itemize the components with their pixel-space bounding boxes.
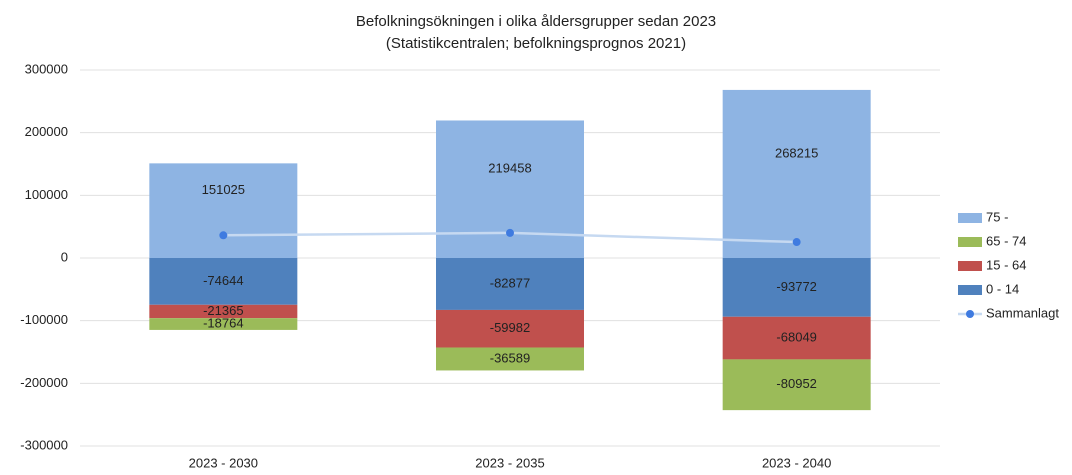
value-label: -36589 <box>490 350 530 365</box>
bar <box>436 347 584 371</box>
y-tick-label: 200000 <box>25 124 68 139</box>
legend-swatch <box>966 310 974 318</box>
y-tick-label: 300000 <box>25 61 68 76</box>
value-label: -80952 <box>776 376 816 391</box>
value-label: -18764 <box>203 315 243 330</box>
legend-swatch <box>958 213 982 223</box>
value-label: 151025 <box>202 182 245 197</box>
legend-swatch <box>958 237 982 247</box>
legend-label: 65 - 74 <box>986 233 1026 248</box>
line-marker <box>792 238 801 247</box>
legend-label: 15 - 64 <box>986 257 1026 272</box>
legend-swatch <box>958 261 982 271</box>
bar <box>722 89 871 258</box>
x-tick-label: 2023 - 2030 <box>189 455 258 470</box>
bar <box>722 359 871 411</box>
x-tick-label: 2023 - 2035 <box>475 455 544 470</box>
bar <box>149 258 298 305</box>
legend-label: Sammanlagt <box>986 305 1059 320</box>
bar <box>149 163 298 258</box>
value-label: -74644 <box>203 273 243 288</box>
value-label: -59982 <box>490 320 530 335</box>
value-label: -82877 <box>490 275 530 290</box>
value-label: -93772 <box>776 279 816 294</box>
bar <box>149 318 298 330</box>
legend-label: 75 - <box>986 209 1008 224</box>
x-tick-label: 2023 - 2040 <box>762 455 831 470</box>
value-label: 268215 <box>775 145 818 160</box>
y-tick-label: 0 <box>61 249 68 264</box>
y-tick-label: -300000 <box>20 437 68 452</box>
bar <box>436 309 584 348</box>
bar <box>722 316 871 360</box>
value-label: -68049 <box>776 330 816 345</box>
chart-title: Befolkningsökningen i olika åldersgruppe… <box>356 13 716 30</box>
value-label: -21365 <box>203 303 243 318</box>
bar <box>722 258 871 317</box>
y-tick-label: -100000 <box>20 312 68 327</box>
line-marker <box>219 231 228 240</box>
y-tick-label: -200000 <box>20 375 68 390</box>
line-marker <box>506 228 514 237</box>
value-label: 219458 <box>488 161 531 176</box>
chart-subtitle: (Statistikcentralen; befolkningsprognos … <box>386 35 686 52</box>
legend-swatch <box>958 285 982 295</box>
bar <box>436 258 584 310</box>
legend-label: 0 - 14 <box>986 281 1019 296</box>
y-tick-label: 100000 <box>25 187 68 202</box>
bar <box>436 120 584 258</box>
bar <box>149 304 298 319</box>
